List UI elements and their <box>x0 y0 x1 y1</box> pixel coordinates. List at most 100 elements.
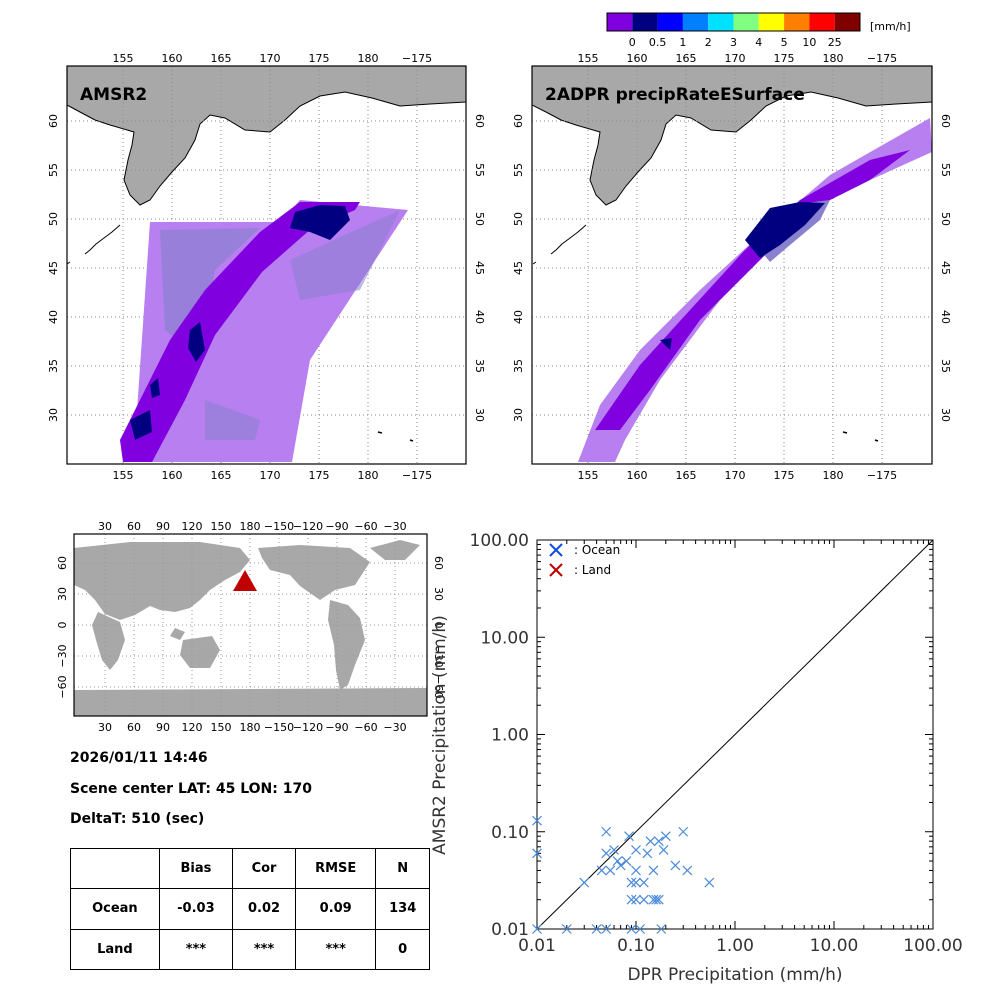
y-tick-label: 10.00 <box>480 628 529 648</box>
world-lat-tick: −30 <box>432 644 445 667</box>
lon-tick-label: 155 <box>113 469 134 482</box>
world-lat-tick: 60 <box>432 556 445 570</box>
lon-tick-label: 165 <box>676 52 697 65</box>
ocean-point <box>605 865 616 876</box>
stats-row-ocean: Ocean -0.03 0.02 0.09 134 <box>70 888 430 930</box>
lat-tick-label: 35 <box>473 359 486 373</box>
world-lon-tick: −150 <box>264 520 294 533</box>
lat-tick-label: 55 <box>939 163 952 177</box>
world-lon-tick: 60 <box>127 721 141 734</box>
ocean-point <box>645 836 656 847</box>
colorbar-tick-label: 0.5 <box>649 36 667 49</box>
lat-tick-label: 60 <box>939 114 952 128</box>
stats-header-cell: Bias <box>158 847 234 890</box>
x-tick-label: 0.10 <box>617 936 655 956</box>
ocean-point <box>656 924 667 934</box>
world-lon-tick: 90 <box>156 520 170 533</box>
scene-center: Scene center LAT: 45 LON: 170 <box>70 781 312 797</box>
colorbar-swatch <box>682 13 709 31</box>
lat-tick-label: 35 <box>512 359 525 373</box>
world-lon-tick: −30 <box>383 520 406 533</box>
lon-tick-label: 165 <box>676 469 697 482</box>
colorbar-tick-label: 3 <box>730 36 737 49</box>
lon-tick-label: 180 <box>823 469 844 482</box>
y-tick-label: 0.01 <box>491 920 529 940</box>
lat-tick-label: 40 <box>473 310 486 324</box>
ocean-point <box>704 877 715 888</box>
legend-marker <box>549 563 563 577</box>
world-lon-tick: 90 <box>156 721 170 734</box>
scatter-points <box>532 815 715 934</box>
stats-cell: *** <box>158 928 234 971</box>
world-lon-tick: 120 <box>182 721 203 734</box>
ocean-point <box>579 877 590 888</box>
lat-tick-label: 60 <box>512 114 525 128</box>
one-to-one-line <box>536 539 934 930</box>
ocean-point <box>682 865 693 876</box>
ocean-point <box>596 865 607 876</box>
world-lon-tick: 180 <box>240 520 261 533</box>
scatter-plot: 0.01 0.10 1.00 10.00 100.00 0.01 0.10 1.00 10.00… <box>430 531 963 985</box>
small-islands <box>377 431 414 442</box>
ocean-point <box>626 924 637 934</box>
world-lon-tick: −60 <box>354 520 377 533</box>
map-tick-labels: 155 155 160 160 165 165 170 170 175 175 180 180 −175… <box>47 52 952 482</box>
lon-tick-label: 155 <box>113 52 134 65</box>
colorbar-tick-label: 0 <box>629 36 636 49</box>
ocean-point <box>631 877 641 888</box>
stats-table: Bias Cor RMSE N Ocean -0.03 0.02 0.09 13… <box>70 847 430 971</box>
stats-cell: -0.03 <box>158 888 234 930</box>
x-tick-label: 10.00 <box>810 936 859 956</box>
x-tick-label: 100.00 <box>903 936 962 956</box>
world-lon-tick: 120 <box>182 520 203 533</box>
colorbar-swatch <box>657 13 683 31</box>
island-chain-2 <box>532 224 587 265</box>
y-axis-label: AMSR2 Precipitation (mm/h) <box>430 615 450 855</box>
ocean-point <box>624 831 634 842</box>
x-tick-label: 1.00 <box>716 936 754 956</box>
colorbar-tick-label: 10 <box>802 36 816 49</box>
colorbar-unit-label: [mm/h] <box>870 20 911 33</box>
world-lon-tick: 60 <box>127 520 141 533</box>
ocean-point <box>601 826 612 837</box>
x-tick-label: 0.01 <box>518 936 556 956</box>
world-map: 303060609090120120150150180180−150−150−1… <box>56 520 445 734</box>
colorbar-swatch <box>834 13 860 31</box>
lon-tick-label: 160 <box>162 469 183 482</box>
ocean-point <box>651 894 662 905</box>
lon-tick-label: −175 <box>402 52 432 65</box>
stats-header-row: Bias Cor RMSE N <box>70 847 430 890</box>
lat-tick-label: 50 <box>473 212 486 226</box>
ocean-point <box>678 826 689 837</box>
ocean-point <box>670 860 681 871</box>
world-lat-tick: −30 <box>56 644 69 667</box>
world-lat-tick: −60 <box>56 675 69 698</box>
world-lon-tick: −90 <box>325 721 348 734</box>
stats-header-cell <box>70 847 160 890</box>
panel-title-dpr: 2ADPR precipRateESurface <box>545 85 805 105</box>
scene-location-marker <box>233 570 257 591</box>
world-lon-tick: −30 <box>383 721 406 734</box>
world-lon-tick: −150 <box>264 721 294 734</box>
map-panel-amsr2: AMSR2 <box>66 65 467 465</box>
stats-cell: 0 <box>375 928 430 971</box>
lon-tick-label: −175 <box>867 52 897 65</box>
scatter-axis-ticks: 0.01 0.10 1.00 10.00 100.00 0.01 0.10 1.00 10.00… <box>470 531 963 956</box>
lat-tick-label: 35 <box>47 359 60 373</box>
colorbar-tick-label: 25 <box>828 36 842 49</box>
stats-cell: 0.09 <box>295 888 377 930</box>
ocean-point <box>532 848 542 859</box>
lat-tick-label: 35 <box>939 359 952 373</box>
lon-tick-label: 160 <box>627 469 648 482</box>
lon-tick-label: 165 <box>211 52 232 65</box>
ocean-point <box>631 865 641 876</box>
stats-cell: *** <box>295 928 377 971</box>
ocean-point <box>638 894 649 905</box>
lon-tick-label: 175 <box>309 52 330 65</box>
lon-tick-label: 180 <box>823 52 844 65</box>
lon-tick-label: 180 <box>358 469 379 482</box>
ocean-point <box>601 924 612 934</box>
scene-datetime: 2026/01/11 14:46 <box>70 750 208 766</box>
lon-tick-label: 175 <box>774 52 795 65</box>
lon-tick-label: 175 <box>309 469 330 482</box>
